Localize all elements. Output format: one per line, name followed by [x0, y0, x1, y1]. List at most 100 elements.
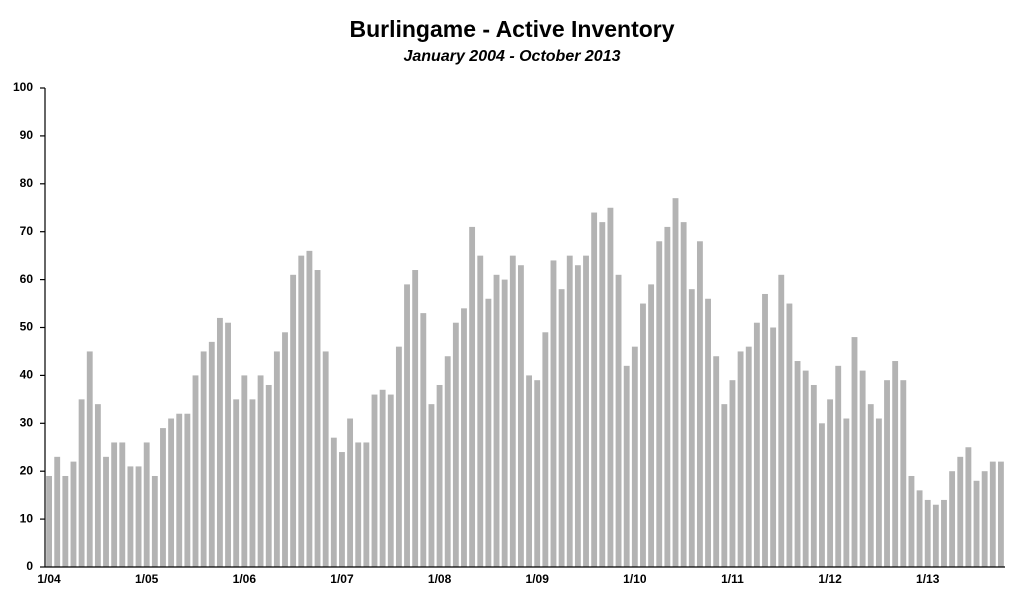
bar	[615, 274, 622, 567]
bar	[94, 404, 101, 567]
bar	[273, 351, 280, 567]
bar	[916, 490, 923, 567]
bar	[680, 222, 687, 567]
bar	[420, 313, 427, 567]
bar	[973, 480, 980, 567]
bar	[843, 418, 850, 567]
bar	[745, 346, 752, 567]
bar	[989, 461, 996, 567]
bar	[794, 361, 801, 567]
bar	[802, 370, 809, 567]
bar	[924, 499, 931, 567]
bar	[607, 207, 614, 567]
x-tick-label: 1/07	[330, 572, 354, 586]
bar	[151, 475, 158, 567]
bar	[932, 504, 939, 567]
y-tick-label: 20	[20, 463, 34, 477]
bar	[778, 274, 785, 567]
bar	[249, 399, 256, 567]
bar	[192, 375, 199, 567]
bar	[176, 413, 183, 567]
bar	[542, 332, 549, 567]
bar	[949, 471, 956, 567]
bar	[998, 461, 1004, 567]
bar	[574, 265, 581, 567]
chart-subtitle: January 2004 - October 2013	[403, 48, 620, 65]
y-tick-label: 40	[20, 368, 34, 382]
x-tick-label: 1/08	[428, 572, 452, 586]
bar	[786, 303, 793, 567]
bar	[721, 404, 728, 567]
x-tick-label: 1/09	[526, 572, 550, 586]
x-tick-label: 1/11	[721, 572, 744, 586]
bar	[233, 399, 240, 567]
bar	[696, 241, 703, 567]
bar	[355, 442, 362, 567]
bar	[648, 284, 655, 567]
bar	[908, 475, 915, 567]
bar	[501, 279, 508, 567]
bar	[534, 380, 541, 567]
bar	[395, 346, 402, 567]
bar	[103, 456, 109, 567]
bar	[884, 380, 890, 567]
bar	[941, 499, 947, 567]
bar	[892, 361, 899, 567]
y-tick-label: 10	[20, 511, 34, 525]
bar	[875, 418, 882, 567]
bar	[631, 346, 638, 567]
bar	[127, 466, 134, 567]
bar	[404, 284, 410, 567]
bar	[322, 351, 329, 567]
bar	[184, 413, 191, 567]
x-tick-label: 1/06	[233, 572, 257, 586]
bar	[485, 298, 492, 567]
bar	[753, 322, 760, 567]
bar	[965, 447, 972, 567]
bar	[566, 255, 573, 567]
bar	[379, 389, 386, 567]
bar	[729, 380, 736, 567]
bar	[119, 442, 126, 567]
bar	[469, 226, 476, 567]
y-tick-label: 90	[20, 128, 34, 142]
bar	[827, 399, 834, 567]
bar	[135, 466, 142, 567]
bar	[867, 404, 874, 567]
bar	[656, 241, 663, 567]
bar	[591, 212, 598, 568]
bar	[282, 332, 288, 567]
bar	[810, 384, 817, 567]
bar	[957, 456, 964, 567]
bar	[225, 322, 231, 567]
y-tick-label: 30	[20, 415, 34, 429]
bar	[86, 351, 93, 567]
bar	[688, 289, 695, 567]
y-tick-label: 70	[20, 224, 34, 238]
bar	[160, 428, 166, 567]
bar	[347, 418, 354, 567]
bar	[819, 423, 825, 567]
y-tick-label: 50	[20, 320, 34, 334]
bar	[461, 308, 467, 567]
bar	[452, 322, 459, 567]
bar	[770, 327, 777, 567]
bar	[46, 475, 52, 567]
bar	[583, 255, 589, 567]
bar	[672, 198, 679, 568]
bar	[290, 274, 297, 567]
x-tick-label: 1/13	[916, 572, 940, 586]
bar	[550, 260, 557, 567]
bar	[314, 270, 321, 567]
bar	[216, 317, 223, 567]
bar	[143, 442, 150, 567]
y-tick-label: 60	[20, 272, 34, 286]
bar	[363, 442, 370, 567]
bar	[526, 375, 532, 567]
bar	[509, 255, 516, 567]
bar	[737, 351, 744, 567]
bar	[835, 365, 842, 567]
bar	[477, 255, 484, 567]
chart-title: Burlingame - Active Inventory	[349, 16, 674, 42]
bar	[387, 394, 394, 567]
